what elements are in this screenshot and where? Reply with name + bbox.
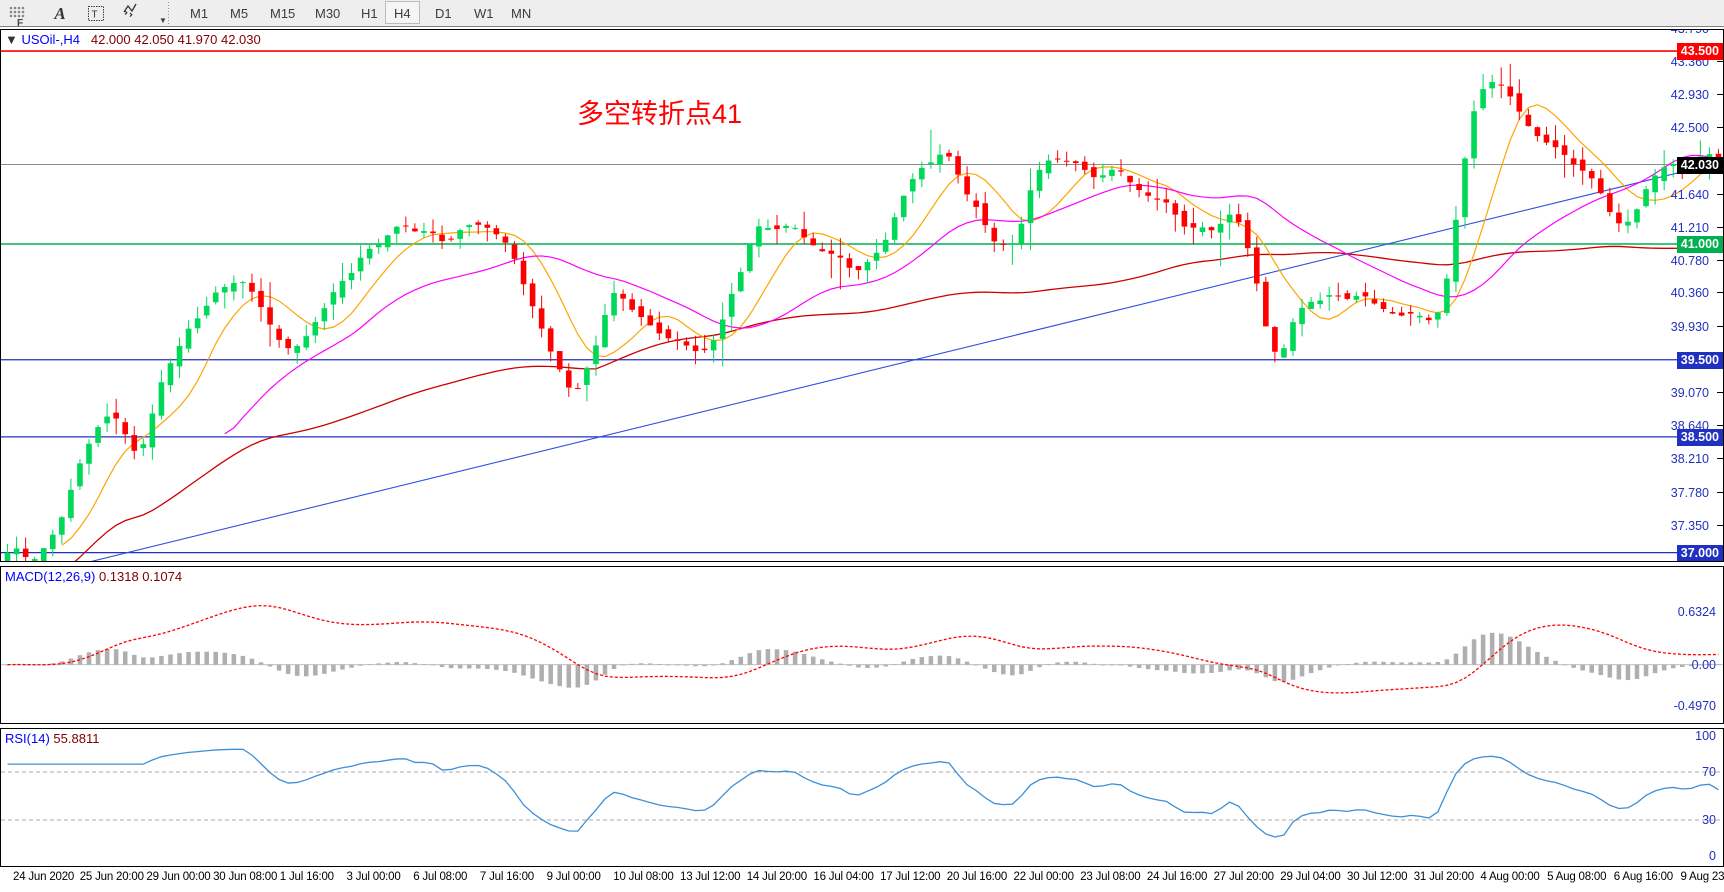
svg-text:T: T [92,10,98,21]
